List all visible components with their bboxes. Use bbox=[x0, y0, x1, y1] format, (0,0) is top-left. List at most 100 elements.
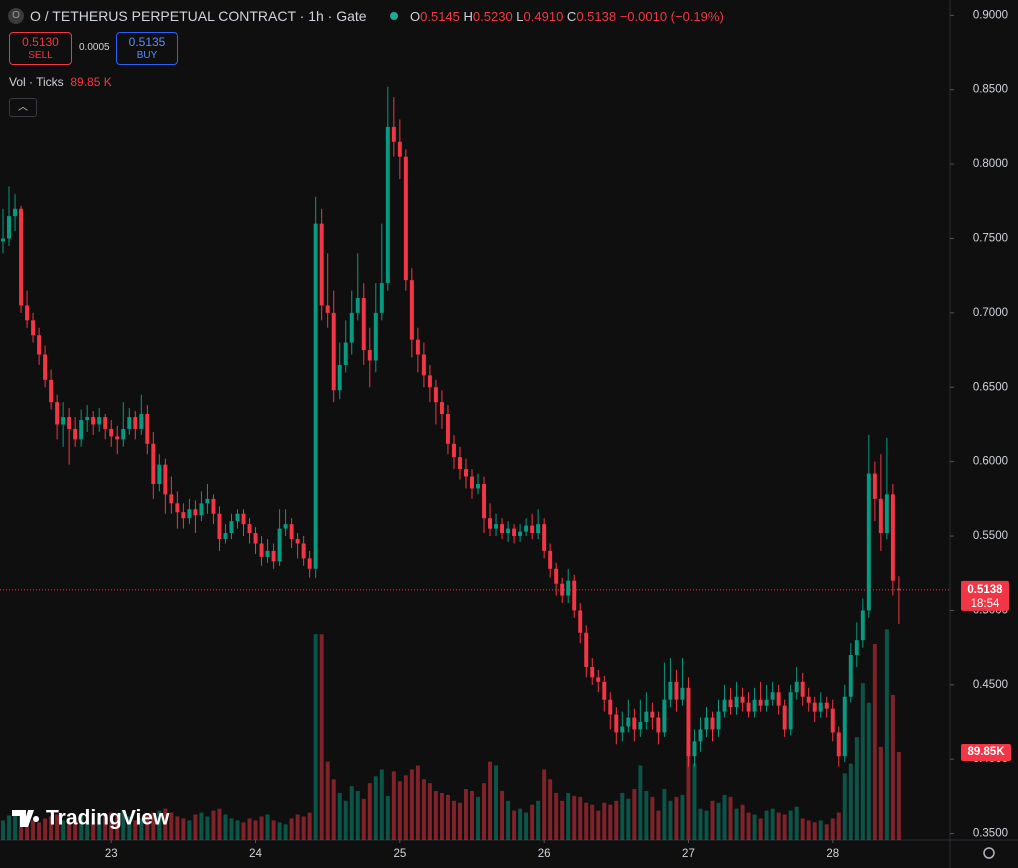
candle-body bbox=[7, 216, 12, 239]
volume-bar bbox=[650, 796, 655, 840]
volume-bar bbox=[301, 816, 306, 840]
candle-body bbox=[439, 402, 444, 415]
candle-body bbox=[818, 702, 823, 712]
volume-bar bbox=[620, 792, 625, 840]
volume-bar bbox=[548, 779, 553, 840]
candle-body bbox=[319, 223, 324, 306]
volume-bar bbox=[1, 820, 5, 840]
candle-body bbox=[680, 687, 685, 700]
candle-body bbox=[1, 238, 5, 242]
candle-body bbox=[698, 729, 703, 742]
candle-body bbox=[722, 699, 727, 712]
candle-body bbox=[608, 699, 613, 715]
candle-body bbox=[872, 473, 877, 499]
candle-body bbox=[686, 687, 691, 757]
volume-bar bbox=[662, 789, 667, 840]
volume-bar bbox=[614, 800, 619, 840]
volume-bar bbox=[55, 814, 60, 840]
candle-body bbox=[463, 469, 468, 477]
candle-body bbox=[566, 580, 571, 596]
candle-body bbox=[662, 699, 667, 733]
candle-body bbox=[554, 568, 559, 584]
volume-bar bbox=[734, 808, 739, 840]
volume-bar bbox=[758, 818, 763, 840]
volume-bar bbox=[686, 745, 691, 840]
volume-bar bbox=[578, 796, 583, 840]
last-volume-box bbox=[961, 743, 1011, 761]
y-tick-label: 0.4500 bbox=[973, 679, 1008, 691]
volume-bar bbox=[217, 808, 222, 840]
volume-bar bbox=[199, 812, 204, 840]
candle-body bbox=[704, 717, 709, 730]
candle-body bbox=[518, 531, 523, 537]
watermark: TradingView bbox=[12, 807, 170, 830]
volume-bar bbox=[433, 791, 438, 840]
volume-bar bbox=[884, 629, 889, 840]
candle-body bbox=[506, 528, 511, 534]
volume-bar bbox=[91, 822, 96, 840]
ohlc-letter: C bbox=[566, 9, 577, 24]
candle-body bbox=[470, 476, 474, 489]
x-tick-label: 28 bbox=[826, 848, 839, 860]
volume-bar bbox=[788, 810, 793, 840]
symbol-title[interactable]: O / TETHERUS PERPETUAL CONTRACT · 1h · G… bbox=[30, 8, 367, 24]
candles bbox=[1, 86, 901, 767]
candle-body bbox=[860, 610, 865, 641]
watermark-text: TradingView bbox=[46, 807, 170, 830]
volume-bar bbox=[457, 802, 462, 840]
candle-body bbox=[343, 342, 348, 365]
candle-body bbox=[728, 699, 733, 708]
volume-bar bbox=[331, 779, 336, 840]
volume-bar bbox=[127, 816, 132, 840]
volume-bar bbox=[49, 816, 54, 840]
candle-body bbox=[379, 283, 384, 313]
candle-body bbox=[49, 379, 54, 403]
settings-button[interactable] bbox=[983, 847, 995, 859]
candle-body bbox=[542, 524, 547, 551]
candle-body bbox=[638, 722, 643, 730]
symbol-icon: O bbox=[8, 8, 24, 24]
volume-bar bbox=[67, 822, 72, 840]
candle-body bbox=[548, 550, 553, 569]
volume-bar bbox=[752, 814, 757, 840]
sell-button[interactable]: 0.5130 SELL bbox=[9, 32, 72, 65]
volume-bar bbox=[31, 820, 36, 840]
candle-body bbox=[367, 350, 372, 361]
volume-bar bbox=[506, 800, 511, 840]
volume-bar bbox=[824, 824, 829, 840]
volume-bar bbox=[295, 814, 300, 840]
candle-body bbox=[73, 428, 78, 440]
candle-body bbox=[157, 464, 162, 484]
candle-body bbox=[259, 543, 264, 557]
candle-body bbox=[884, 494, 889, 534]
candle-body bbox=[337, 364, 342, 391]
candle-body bbox=[848, 655, 853, 697]
ohlc-letter: L bbox=[516, 9, 524, 24]
volume-bar bbox=[842, 773, 847, 840]
volume-bar bbox=[271, 820, 276, 840]
candle-body bbox=[373, 312, 378, 361]
candle-body bbox=[331, 312, 336, 391]
buy-button[interactable]: 0.5135 BUY bbox=[116, 32, 178, 65]
candle-body bbox=[25, 305, 30, 321]
y-tick-label: 0.6000 bbox=[973, 456, 1008, 468]
volume-bar bbox=[205, 816, 210, 840]
volume-bar bbox=[307, 812, 312, 840]
volume-bar bbox=[421, 779, 426, 840]
volume-bar bbox=[776, 812, 781, 840]
volume-bar bbox=[674, 796, 679, 840]
volume-bar bbox=[61, 820, 66, 840]
candle-body bbox=[271, 550, 276, 562]
candle-body bbox=[842, 696, 847, 757]
candle-body bbox=[740, 696, 745, 703]
collapse-button[interactable]: ︿ bbox=[9, 98, 37, 117]
candle-body bbox=[764, 699, 769, 706]
candle-body bbox=[205, 498, 210, 504]
candle-body bbox=[199, 503, 204, 516]
candle-body bbox=[43, 354, 48, 380]
candle-body bbox=[445, 414, 450, 444]
candle-body bbox=[620, 726, 625, 733]
candle-body bbox=[289, 524, 294, 540]
volume-bar bbox=[626, 798, 631, 840]
candle-body bbox=[572, 580, 577, 611]
